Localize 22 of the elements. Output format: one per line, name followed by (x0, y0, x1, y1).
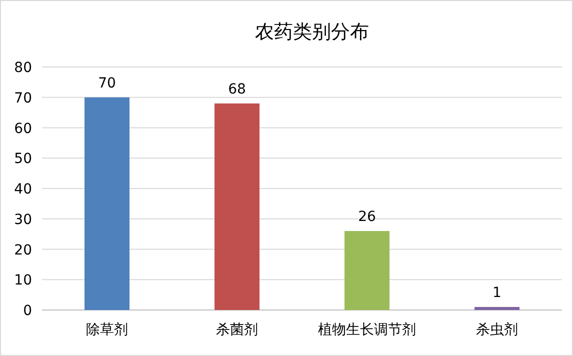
data-label: 68 (228, 81, 246, 98)
bar (474, 306, 520, 310)
x-tick-label: 杀虫剂 (476, 322, 518, 338)
data-label: 1 (492, 284, 502, 301)
chart-title: 农药类别分布 (255, 21, 369, 43)
y-tick-label: 50 (14, 151, 32, 168)
y-tick-label: 0 (23, 303, 32, 319)
bar (344, 231, 390, 310)
x-tick-label: 杀菌剂 (216, 322, 258, 338)
y-tick-label: 80 (14, 60, 32, 76)
y-tick-label: 60 (14, 120, 32, 137)
y-tick-label: 70 (14, 90, 32, 106)
y-tick-label: 40 (14, 182, 32, 198)
x-tick-label: 除草剂 (86, 322, 128, 338)
y-tick-label: 10 (14, 272, 32, 289)
bar (214, 103, 260, 310)
data-label: 26 (358, 209, 376, 226)
data-label: 70 (98, 75, 116, 92)
y-tick-label: 30 (14, 212, 32, 228)
y-tick-label: 20 (14, 242, 32, 258)
x-tick-label: 植物生长调节剂 (318, 322, 416, 338)
bar (84, 97, 130, 310)
